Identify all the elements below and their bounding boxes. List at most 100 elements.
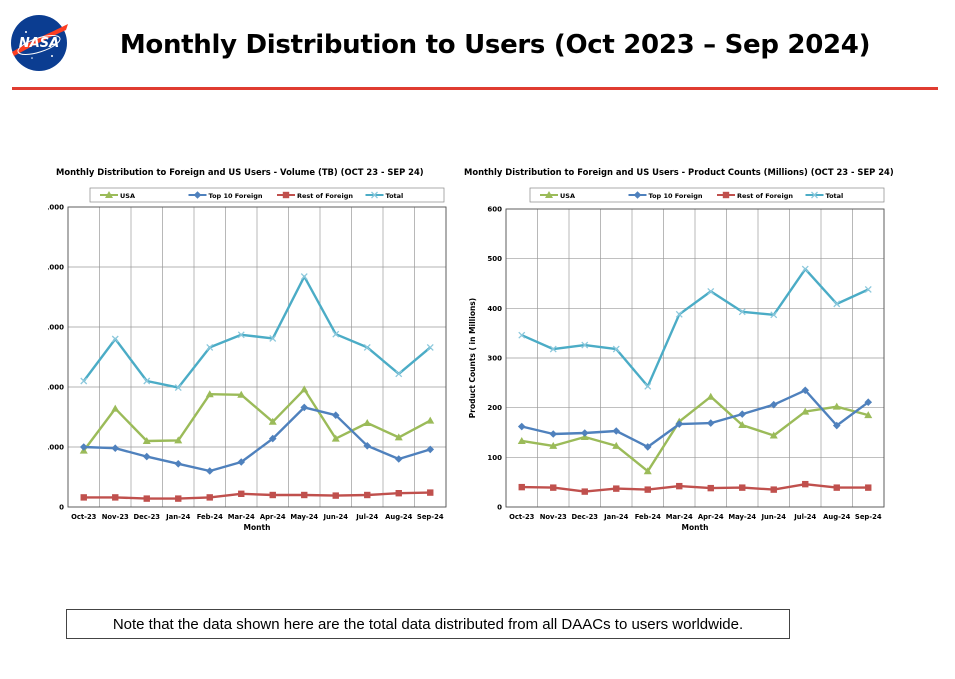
x-tick-label: Jan-24: [165, 513, 191, 521]
data-point-total: [300, 273, 308, 281]
data-point-total: [738, 308, 746, 316]
legend: USA Top 10 Foreign Rest of Foreign Total: [89, 187, 445, 203]
x-tick-label: Aug-24: [823, 513, 851, 521]
nasa-logo: NASA: [11, 15, 68, 71]
data-point-total: [549, 345, 557, 353]
series-total: [518, 265, 872, 390]
data-point-usa: [612, 441, 621, 449]
x-tick-label: Feb-24: [635, 513, 661, 521]
data-point-total: [111, 335, 119, 343]
y-tick-label: 5,000: [48, 444, 64, 452]
data-point-rest-of-foreign: [427, 489, 434, 496]
data-point-total: [206, 343, 214, 351]
y-tick-label: 100: [487, 454, 502, 462]
data-point-usa: [643, 467, 652, 475]
y-axis-title: Product Counts ( in Millions): [468, 298, 477, 418]
x-tick-label: Aug-24: [385, 513, 413, 521]
data-point-top-10-foreign: [706, 419, 715, 427]
data-point-usa: [331, 434, 340, 442]
data-point-top-10-foreign: [237, 458, 246, 466]
legend-marker: [193, 191, 202, 199]
x-tick-label: Sep-24: [417, 513, 444, 521]
data-point-usa: [801, 407, 810, 415]
chart-title: Monthly Distribution to Foreign and US U…: [464, 167, 894, 177]
series-usa: [517, 392, 873, 475]
data-point-usa: [769, 431, 778, 439]
data-point-rest-of-foreign: [550, 484, 557, 491]
data-point-usa: [738, 421, 747, 429]
data-point-usa: [205, 390, 214, 398]
x-tick-label: Mar-24: [228, 513, 255, 521]
data-point-rest-of-foreign: [395, 490, 402, 497]
data-point-top-10-foreign: [142, 452, 151, 461]
data-point-total: [833, 300, 841, 308]
data-point-total: [612, 345, 620, 353]
x-axis-title: Month: [682, 523, 709, 532]
x-tick-label: Apr-24: [260, 513, 286, 521]
data-point-rest-of-foreign: [739, 484, 746, 491]
data-point-usa: [864, 411, 873, 419]
data-point-usa: [517, 436, 526, 444]
legend-label: Top 10 Foreign: [649, 192, 703, 200]
x-tick-label: Jul-24: [355, 513, 378, 521]
data-point-total: [143, 377, 151, 385]
data-point-usa: [268, 417, 277, 425]
legend-marker: [545, 191, 553, 198]
series-line-rest-of-foreign: [521, 483, 869, 493]
x-tick-label: Nov-23: [540, 513, 567, 521]
logo-text: NASA: [19, 36, 59, 51]
data-point-total: [332, 330, 340, 338]
plot-frame: [505, 208, 885, 508]
y-tick-label: 400: [487, 305, 502, 313]
x-tick-label: Mar-24: [666, 513, 693, 521]
legend-box: [529, 187, 885, 203]
series-line-top-10-foreign: [521, 389, 870, 449]
data-point-rest-of-foreign: [676, 482, 683, 490]
title-rule: [12, 87, 938, 90]
data-point-top-10-foreign: [394, 455, 403, 463]
data-point-total: [518, 331, 526, 339]
data-point-rest-of-foreign: [175, 495, 182, 502]
legend-label: USA: [560, 192, 575, 200]
y-tick-label: 600: [487, 206, 502, 214]
data-point-total: [801, 265, 809, 273]
legend-label: USA: [120, 192, 135, 200]
data-point-top-10-foreign: [769, 400, 778, 409]
y-tick-label: 0: [497, 504, 502, 512]
data-point-top-10-foreign: [331, 411, 340, 419]
x-axis-title: Month: [244, 523, 271, 532]
y-tick-label: 25,000: [48, 204, 64, 212]
series-usa: [79, 385, 435, 454]
data-point-top-10-foreign: [205, 467, 214, 475]
data-point-total: [581, 341, 589, 349]
series-line-usa: [521, 395, 869, 473]
x-tick-label: Oct-23: [71, 513, 97, 521]
series-rest-of-foreign: [80, 489, 434, 502]
legend-label: Top 10 Foreign: [209, 192, 263, 200]
y-tick-label: 15,000: [48, 324, 64, 332]
data-point-rest-of-foreign: [301, 491, 308, 499]
data-point-usa: [549, 441, 558, 449]
data-point-rest-of-foreign: [770, 486, 777, 493]
data-point-usa: [142, 437, 151, 444]
data-point-top-10-foreign: [79, 443, 88, 451]
x-tick-label: May-24: [728, 513, 756, 521]
data-point-top-10-foreign: [549, 430, 558, 438]
data-point-top-10-foreign: [111, 444, 120, 452]
data-point-usa: [237, 390, 246, 398]
data-point-usa: [174, 436, 183, 444]
y-tick-label: 500: [487, 255, 502, 263]
product-counts-chart: Monthly Distribution to Foreign and US U…: [464, 167, 894, 532]
data-point-rest-of-foreign: [238, 490, 245, 497]
data-point-total: [644, 382, 652, 390]
page-title: Monthly Distribution to Users (Oct 2023 …: [119, 30, 871, 60]
plot-frame: [67, 206, 447, 508]
data-point-rest-of-foreign: [80, 494, 87, 501]
data-point-rest-of-foreign: [364, 491, 371, 499]
series-total: [80, 273, 434, 392]
legend-box: [89, 187, 445, 203]
series-line-total: [82, 275, 432, 389]
y-tick-label: 300: [487, 355, 502, 363]
x-tick-label: Sep-24: [855, 513, 882, 521]
y-tick-label: 20,000: [48, 264, 64, 272]
